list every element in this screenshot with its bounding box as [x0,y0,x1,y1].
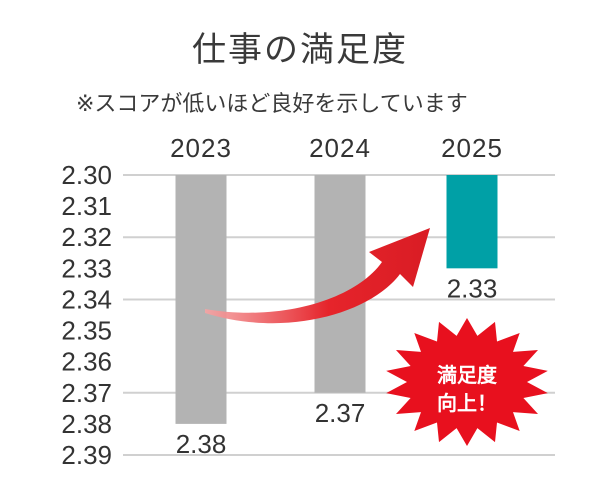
bars [175,175,498,424]
x-category-label: 2025 [441,133,503,163]
burst-shape [386,318,548,446]
y-tick-label: 2.32 [61,222,112,252]
y-tick-label: 2.36 [61,347,112,377]
bar-value-label: 2.38 [176,429,227,459]
bar-2024 [314,175,366,393]
y-tick-label: 2.33 [61,253,112,283]
chart-title: 仕事の満足度 [192,30,408,70]
burst-text-line-1: 満足度 [437,363,498,387]
y-tick-label: 2.30 [61,160,112,190]
bar-value-label: 2.37 [315,398,366,428]
y-tick-label: 2.35 [61,316,112,346]
y-tick-label: 2.38 [61,409,112,439]
burst-text-line-2: 向上！ [437,391,497,415]
improvement-burst-badge: 満足度 向上！ [386,318,548,446]
bar-2025 [446,175,498,269]
bar-2023 [175,175,227,424]
chart-subtitle: ※スコアが低いほど良好を示しています [76,92,468,117]
y-tick-label: 2.37 [61,378,112,408]
y-tick-label: 2.34 [61,284,112,314]
data-labels: 2.38 2.37 2.33 [176,273,498,459]
y-axis-ticks: 2.302.312.322.332.342.352.362.372.382.39 [61,160,112,470]
y-tick-label: 2.39 [61,440,112,470]
x-category-label: 2023 [170,133,232,163]
bar-value-label: 2.33 [447,273,498,303]
improvement-arrow [205,228,430,324]
x-axis-labels: 2023 2024 2025 [170,133,503,163]
y-tick-label: 2.31 [61,191,112,221]
x-category-label: 2024 [309,133,371,163]
